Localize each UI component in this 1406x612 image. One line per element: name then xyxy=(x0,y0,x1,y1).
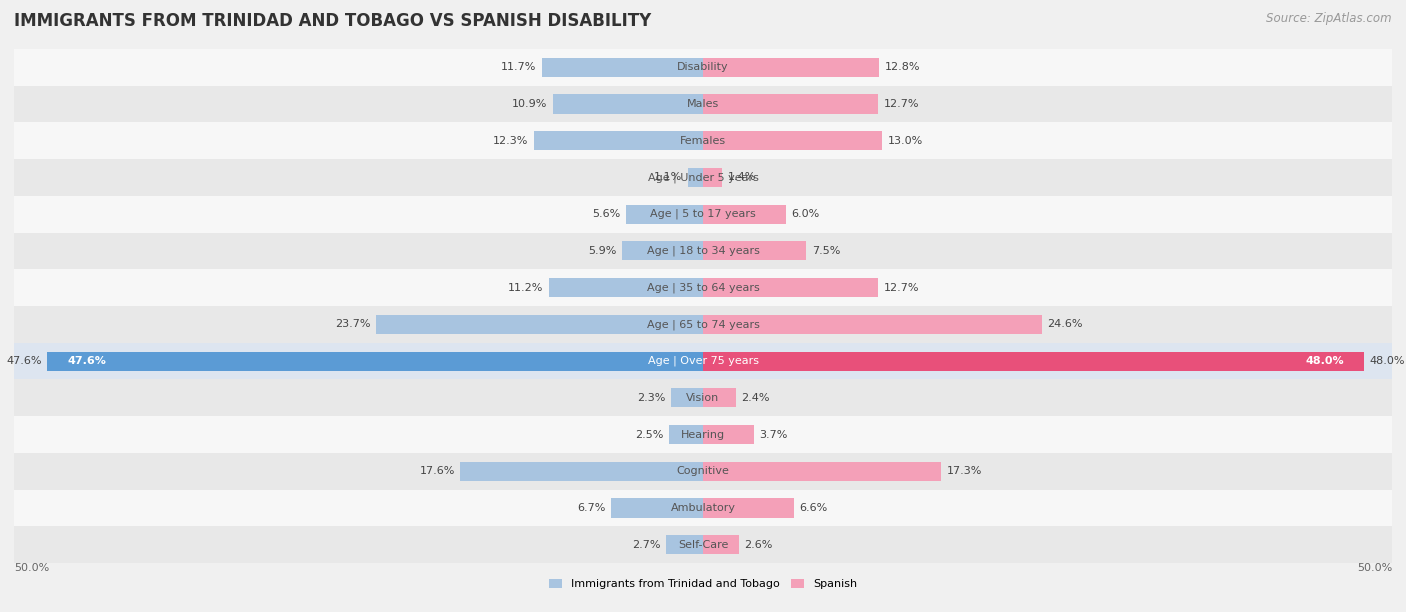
Bar xyxy=(703,278,877,297)
Bar xyxy=(671,388,703,408)
Bar xyxy=(703,461,942,481)
Bar xyxy=(703,94,877,114)
Text: 5.6%: 5.6% xyxy=(592,209,620,219)
Bar xyxy=(688,168,703,187)
Bar xyxy=(703,241,807,261)
Text: 2.3%: 2.3% xyxy=(637,393,666,403)
Bar xyxy=(14,86,1392,122)
Text: Cognitive: Cognitive xyxy=(676,466,730,476)
Text: Age | Over 75 years: Age | Over 75 years xyxy=(648,356,758,367)
Bar xyxy=(548,278,703,297)
Bar xyxy=(703,535,738,554)
Text: 50.0%: 50.0% xyxy=(14,563,49,573)
Bar xyxy=(669,425,703,444)
Text: Disability: Disability xyxy=(678,62,728,72)
Text: 12.8%: 12.8% xyxy=(884,62,921,72)
Bar xyxy=(703,425,754,444)
Text: 24.6%: 24.6% xyxy=(1047,319,1083,329)
Text: 2.4%: 2.4% xyxy=(741,393,770,403)
Text: 6.7%: 6.7% xyxy=(576,503,605,513)
Bar xyxy=(533,131,703,151)
Text: 12.7%: 12.7% xyxy=(883,283,920,293)
Text: 23.7%: 23.7% xyxy=(336,319,371,329)
Text: IMMIGRANTS FROM TRINIDAD AND TOBAGO VS SPANISH DISABILITY: IMMIGRANTS FROM TRINIDAD AND TOBAGO VS S… xyxy=(14,12,651,30)
Bar xyxy=(14,526,1392,563)
Bar xyxy=(703,498,794,518)
Bar xyxy=(14,306,1392,343)
Text: Age | 65 to 74 years: Age | 65 to 74 years xyxy=(647,319,759,330)
Text: Age | 35 to 64 years: Age | 35 to 64 years xyxy=(647,282,759,293)
Bar xyxy=(14,159,1392,196)
Bar xyxy=(48,351,703,371)
Text: Males: Males xyxy=(688,99,718,109)
Text: Self-Care: Self-Care xyxy=(678,540,728,550)
Text: Vision: Vision xyxy=(686,393,720,403)
Text: 7.5%: 7.5% xyxy=(811,246,841,256)
Bar xyxy=(666,535,703,554)
Bar xyxy=(703,204,786,224)
Text: Age | 5 to 17 years: Age | 5 to 17 years xyxy=(650,209,756,220)
Text: Hearing: Hearing xyxy=(681,430,725,439)
Text: 11.7%: 11.7% xyxy=(501,62,536,72)
Text: 47.6%: 47.6% xyxy=(6,356,42,366)
Bar xyxy=(14,233,1392,269)
Text: 50.0%: 50.0% xyxy=(1357,563,1392,573)
Bar xyxy=(14,269,1392,306)
Bar xyxy=(14,416,1392,453)
Bar xyxy=(14,343,1392,379)
Legend: Immigrants from Trinidad and Tobago, Spanish: Immigrants from Trinidad and Tobago, Spa… xyxy=(544,574,862,594)
Bar xyxy=(703,58,879,77)
Text: Age | Under 5 years: Age | Under 5 years xyxy=(648,172,758,183)
Text: Age | 18 to 34 years: Age | 18 to 34 years xyxy=(647,245,759,256)
Text: 6.6%: 6.6% xyxy=(800,503,828,513)
Text: Ambulatory: Ambulatory xyxy=(671,503,735,513)
Bar xyxy=(626,204,703,224)
Text: 48.0%: 48.0% xyxy=(1305,356,1344,366)
Text: Females: Females xyxy=(681,136,725,146)
Bar xyxy=(553,94,703,114)
Bar xyxy=(14,196,1392,233)
Bar xyxy=(377,315,703,334)
Text: 6.0%: 6.0% xyxy=(792,209,820,219)
Text: 5.9%: 5.9% xyxy=(588,246,616,256)
Text: 11.2%: 11.2% xyxy=(508,283,543,293)
Text: 1.4%: 1.4% xyxy=(728,173,756,182)
Text: 17.6%: 17.6% xyxy=(419,466,456,476)
Text: 12.7%: 12.7% xyxy=(883,99,920,109)
Bar xyxy=(461,461,703,481)
Text: 3.7%: 3.7% xyxy=(759,430,787,439)
Bar xyxy=(703,131,882,151)
Text: Source: ZipAtlas.com: Source: ZipAtlas.com xyxy=(1267,12,1392,25)
Bar xyxy=(14,122,1392,159)
Text: 1.1%: 1.1% xyxy=(654,173,682,182)
Bar xyxy=(610,498,703,518)
Text: 48.0%: 48.0% xyxy=(1369,356,1406,366)
Bar xyxy=(14,490,1392,526)
Text: 13.0%: 13.0% xyxy=(887,136,922,146)
Bar xyxy=(14,379,1392,416)
Bar xyxy=(703,351,1364,371)
Bar xyxy=(703,168,723,187)
Bar xyxy=(541,58,703,77)
Bar xyxy=(703,388,737,408)
Bar xyxy=(703,315,1042,334)
Text: 2.6%: 2.6% xyxy=(744,540,773,550)
Bar xyxy=(14,49,1392,86)
Bar xyxy=(621,241,703,261)
Text: 2.7%: 2.7% xyxy=(631,540,661,550)
Text: 2.5%: 2.5% xyxy=(634,430,664,439)
Text: 10.9%: 10.9% xyxy=(512,99,547,109)
Text: 47.6%: 47.6% xyxy=(67,356,107,366)
Bar xyxy=(14,453,1392,490)
Text: 12.3%: 12.3% xyxy=(492,136,529,146)
Text: 17.3%: 17.3% xyxy=(946,466,983,476)
